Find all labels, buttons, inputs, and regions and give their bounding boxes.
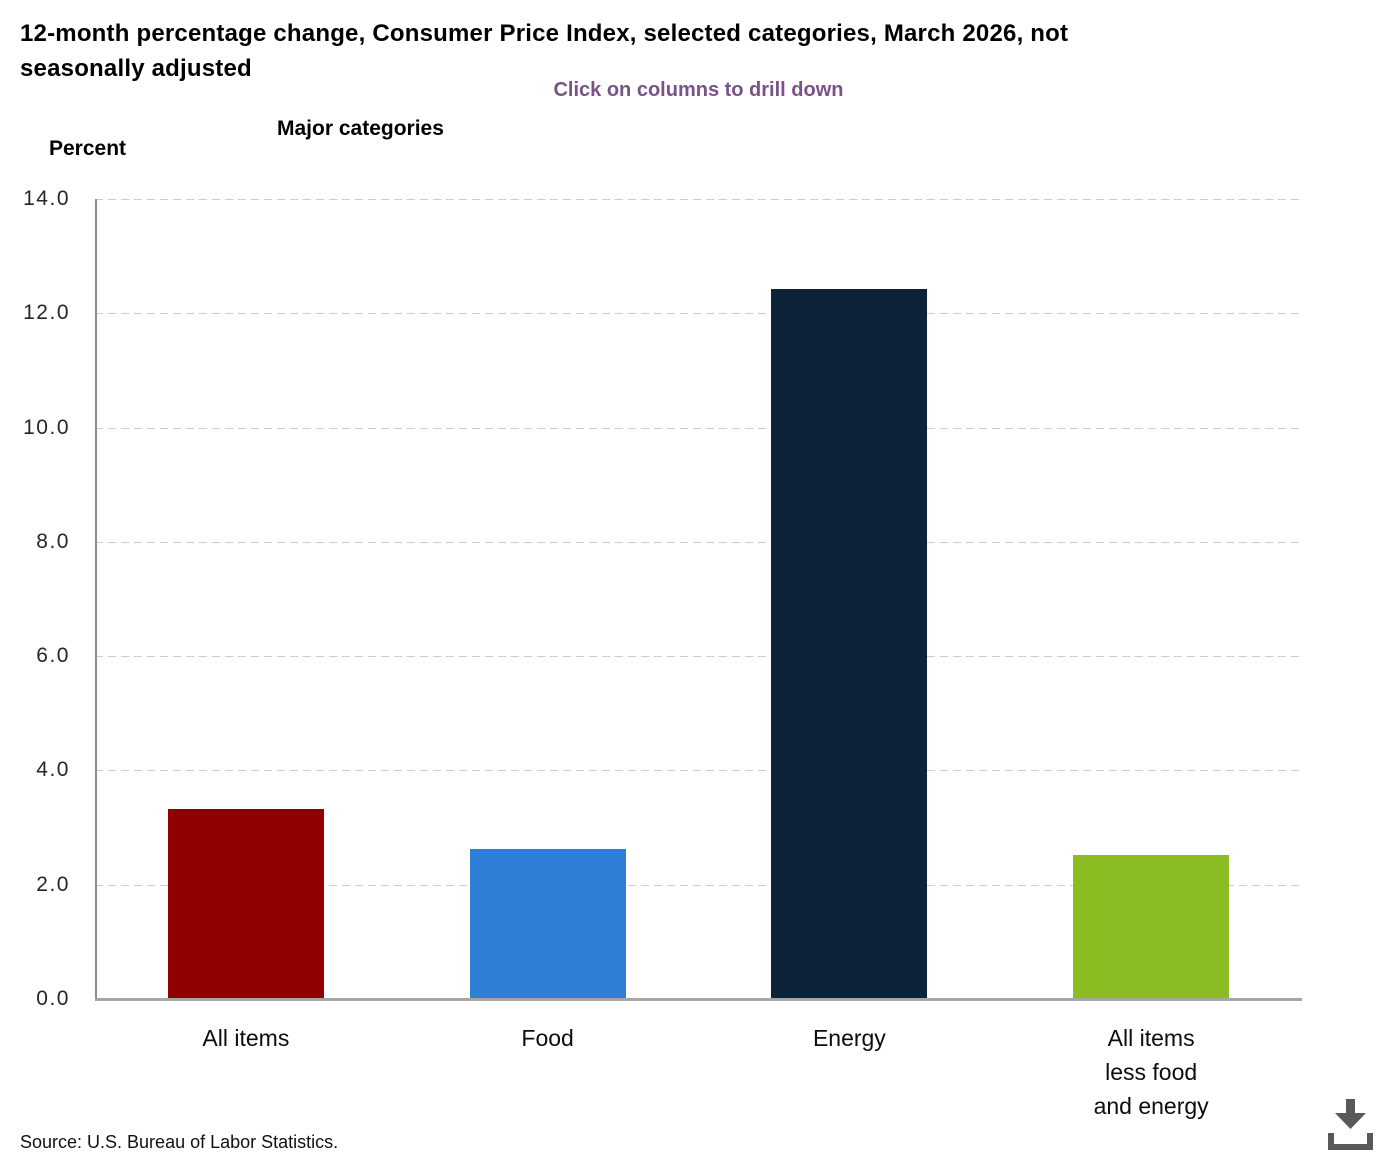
x-category-label: Food xyxy=(521,1025,574,1051)
y-tick-label: 6.0 xyxy=(36,644,70,668)
y-tick-label: 0.0 xyxy=(36,987,70,1010)
x-axis-group-label: Major categories xyxy=(277,117,444,140)
x-axis-baseline xyxy=(95,998,1302,1001)
drilldown-hint: Click on columns to drill down xyxy=(553,79,844,101)
chart-title: 12-month percentage change, Consumer Pri… xyxy=(20,16,1290,86)
x-category-label: Energy xyxy=(812,1025,886,1051)
gridline xyxy=(95,313,1302,315)
y-axis-labels: 14.0 12.0 10.0 8.0 6.0 4.0 2.0 0.0 xyxy=(0,187,70,1010)
x-category-label: All items xyxy=(202,1025,290,1051)
bar-all-items-less-food-and-energy[interactable] xyxy=(1073,855,1230,998)
x-axis-labels: All items Food Energy All items less food and… xyxy=(95,1021,1302,1131)
y-tick-label: 12.0 xyxy=(23,301,70,325)
chart-title-line-1: 12-month percentage change, Consumer Pri… xyxy=(20,20,1069,47)
source-note: Source: U.S. Bureau of Labor Statistics. xyxy=(20,1132,339,1152)
chart-title-line-2: seasonally adjusted xyxy=(20,55,252,82)
x-category-label: All items less food and energy xyxy=(1093,1025,1209,1119)
y-tick-label: 2.0 xyxy=(36,872,70,896)
download-icon xyxy=(1328,1099,1373,1150)
bar-energy[interactable] xyxy=(771,289,928,998)
y-axis-line xyxy=(95,199,97,999)
gridline xyxy=(95,427,1302,429)
download-button[interactable] xyxy=(1324,1094,1376,1154)
gridline xyxy=(95,541,1302,543)
y-tick-label: 10.0 xyxy=(23,415,70,439)
y-tick-label: 4.0 xyxy=(36,758,70,782)
bar-all-items[interactable] xyxy=(167,809,324,998)
y-tick-label: 8.0 xyxy=(36,529,70,553)
gridline xyxy=(95,770,1302,772)
gridline xyxy=(95,199,1302,200)
plot-area xyxy=(95,199,1302,1001)
gridline xyxy=(95,656,1302,658)
gridline xyxy=(95,884,1302,886)
bar-food[interactable] xyxy=(469,849,626,998)
y-tick-label: 14.0 xyxy=(23,187,70,210)
y-axis-unit-label: Percent xyxy=(49,137,127,160)
